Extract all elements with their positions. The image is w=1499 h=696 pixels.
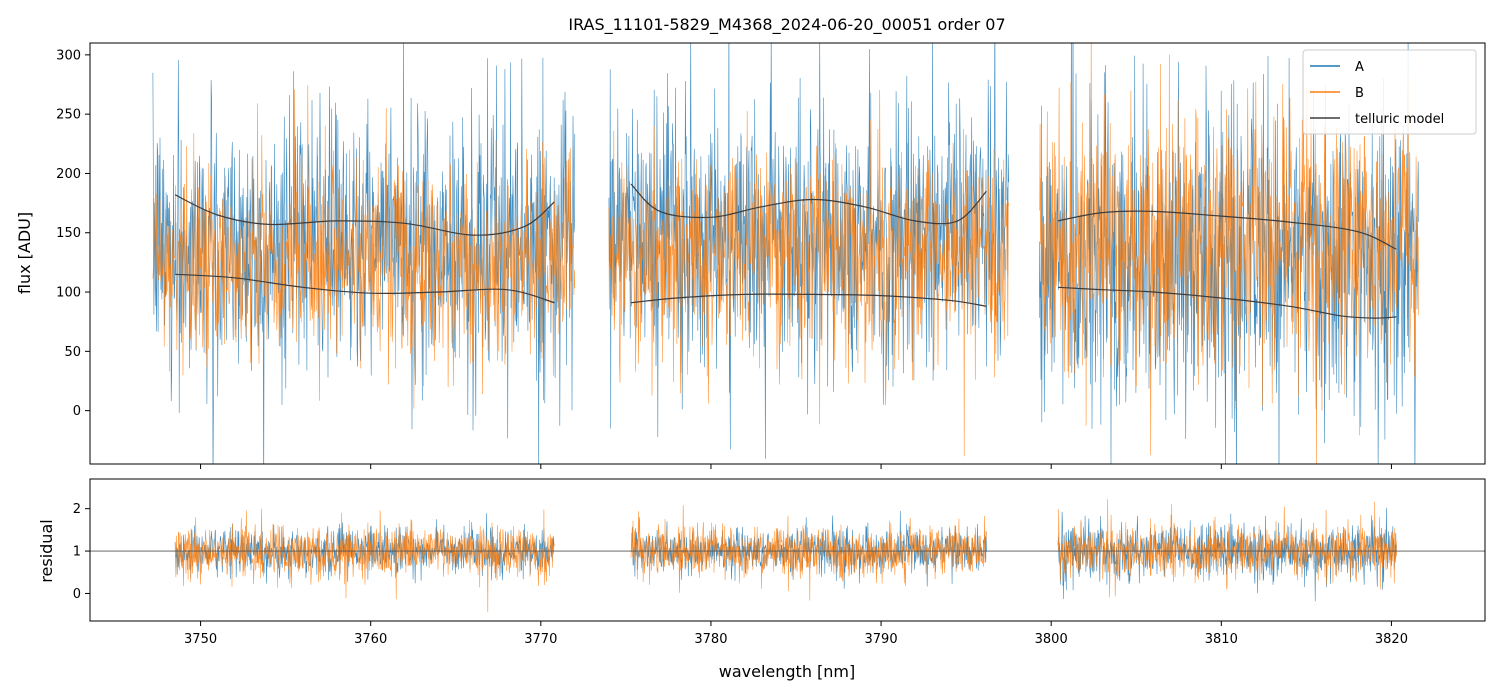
spectrum-data: [152, 43, 1419, 464]
legend-label-a: A: [1355, 60, 1364, 75]
spectrum-y-tick-label: 250: [56, 108, 81, 123]
residual-b-segment-3: [1057, 499, 1397, 598]
x-tick-label: 3790: [865, 632, 898, 647]
residual-data: [90, 499, 1485, 613]
telluric-model-curve-2: [175, 273, 555, 304]
spectrum-y-tick-label: 0: [73, 404, 81, 419]
x-tick-label: 3810: [1205, 632, 1238, 647]
x-tick-label: 3750: [184, 632, 217, 647]
legend-label-telluric: telluric model: [1355, 112, 1444, 127]
series-a-segment-2: [608, 43, 1009, 459]
spectrum-x-ticks: [200, 464, 1392, 469]
x-tick-label: 3780: [694, 632, 727, 647]
spectrum-y-tick-label: 150: [56, 226, 81, 241]
legend-box: [1302, 49, 1477, 135]
spectrum-y-tick-label: 300: [56, 48, 81, 63]
x-tick-label: 3820: [1375, 632, 1408, 647]
spectrum-y-ticks: 0 50 100 150 200 250 300: [56, 48, 90, 419]
spectrum-y-label: flux [ADU]: [15, 212, 34, 294]
residual-y-tick-label: 0: [73, 587, 81, 602]
residual-axes-frame: [89, 478, 1486, 622]
residual-y-label: residual: [37, 519, 56, 582]
residual-y-tick-label: 1: [73, 545, 81, 560]
series-b-segment-1: [152, 85, 576, 409]
residual-x-ticks: 3750 3760 3770 3780 3790 3800 3810 3820: [184, 621, 1408, 647]
residual-y-tick-label: 2: [73, 502, 81, 517]
spectrum-panel: 0 50 100 150 200 250 300 flux [ADU] A B tellur…: [15, 42, 1486, 469]
residual-panel: 0 1 2 3750 3760 3770 3780 3790 3800 3810 3820 res…: [37, 478, 1486, 681]
spectrum-y-tick-label: 100: [56, 286, 81, 301]
residual-b-segment-2: [630, 505, 987, 601]
spectrum-axes-frame: [89, 42, 1486, 465]
residual-b-segment-1: [174, 508, 555, 613]
telluric-model-curve-3: [630, 183, 987, 225]
telluric-model-curve-4: [630, 293, 987, 307]
x-tick-label: 3770: [524, 632, 557, 647]
legend-label-b: B: [1355, 86, 1364, 101]
spectrum-y-tick-label: 200: [56, 167, 81, 182]
series-b-segment-2: [608, 89, 1009, 457]
chart-title: IRAS_11101-5829_M4368_2024-06-20_00051 o…: [568, 15, 1005, 35]
legend: A B telluric model: [1302, 49, 1477, 135]
telluric-model-curve-6: [1057, 286, 1397, 319]
x-axis-label: wavelength [nm]: [719, 662, 856, 681]
telluric-model-curve-5: [1057, 210, 1397, 250]
residual-y-ticks: 0 1 2: [73, 502, 90, 602]
x-tick-label: 3800: [1035, 632, 1068, 647]
telluric-model-curve-1: [174, 194, 555, 236]
x-tick-label: 3760: [354, 632, 387, 647]
spectrum-y-tick-label: 50: [64, 345, 81, 360]
series-b-segment-3: [1039, 43, 1419, 464]
